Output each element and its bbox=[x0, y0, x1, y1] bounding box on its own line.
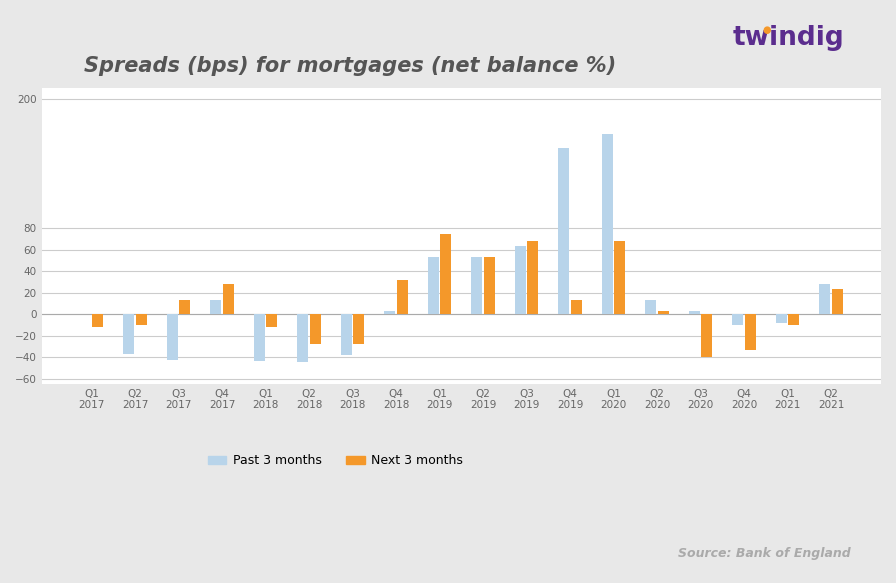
Text: twindig: twindig bbox=[733, 25, 844, 51]
Text: Source: Bank of England: Source: Bank of England bbox=[678, 547, 851, 560]
Bar bbox=[602, 134, 613, 314]
Bar bbox=[776, 314, 787, 323]
Legend: Past 3 months, Next 3 months: Past 3 months, Next 3 months bbox=[202, 449, 469, 472]
Bar bbox=[428, 257, 439, 314]
Bar bbox=[645, 300, 656, 314]
Bar bbox=[179, 300, 190, 314]
Bar bbox=[340, 314, 352, 355]
Bar bbox=[310, 314, 321, 344]
Bar bbox=[254, 314, 264, 361]
Bar bbox=[732, 314, 744, 325]
Bar bbox=[658, 311, 668, 314]
Text: ●: ● bbox=[762, 25, 771, 36]
Text: Spreads (bps) for mortgages (net balance %): Spreads (bps) for mortgages (net balance… bbox=[83, 56, 616, 76]
Bar bbox=[819, 284, 831, 314]
Bar bbox=[441, 234, 452, 314]
Bar bbox=[211, 300, 221, 314]
Bar bbox=[136, 314, 147, 325]
Bar bbox=[384, 311, 395, 314]
Bar bbox=[167, 314, 177, 360]
Bar bbox=[528, 241, 538, 314]
Bar bbox=[515, 247, 526, 314]
Bar bbox=[702, 314, 712, 357]
Bar bbox=[689, 311, 700, 314]
Bar bbox=[571, 300, 582, 314]
Bar bbox=[615, 241, 625, 314]
Bar bbox=[223, 284, 234, 314]
Bar bbox=[832, 289, 843, 314]
Bar bbox=[354, 314, 365, 344]
Bar bbox=[92, 314, 103, 327]
Bar bbox=[266, 314, 278, 327]
Bar bbox=[297, 314, 308, 363]
Bar bbox=[124, 314, 134, 354]
Bar bbox=[745, 314, 756, 350]
Bar bbox=[397, 280, 408, 314]
Bar bbox=[558, 147, 569, 314]
Bar bbox=[471, 257, 482, 314]
Bar bbox=[788, 314, 799, 325]
Bar bbox=[484, 257, 495, 314]
